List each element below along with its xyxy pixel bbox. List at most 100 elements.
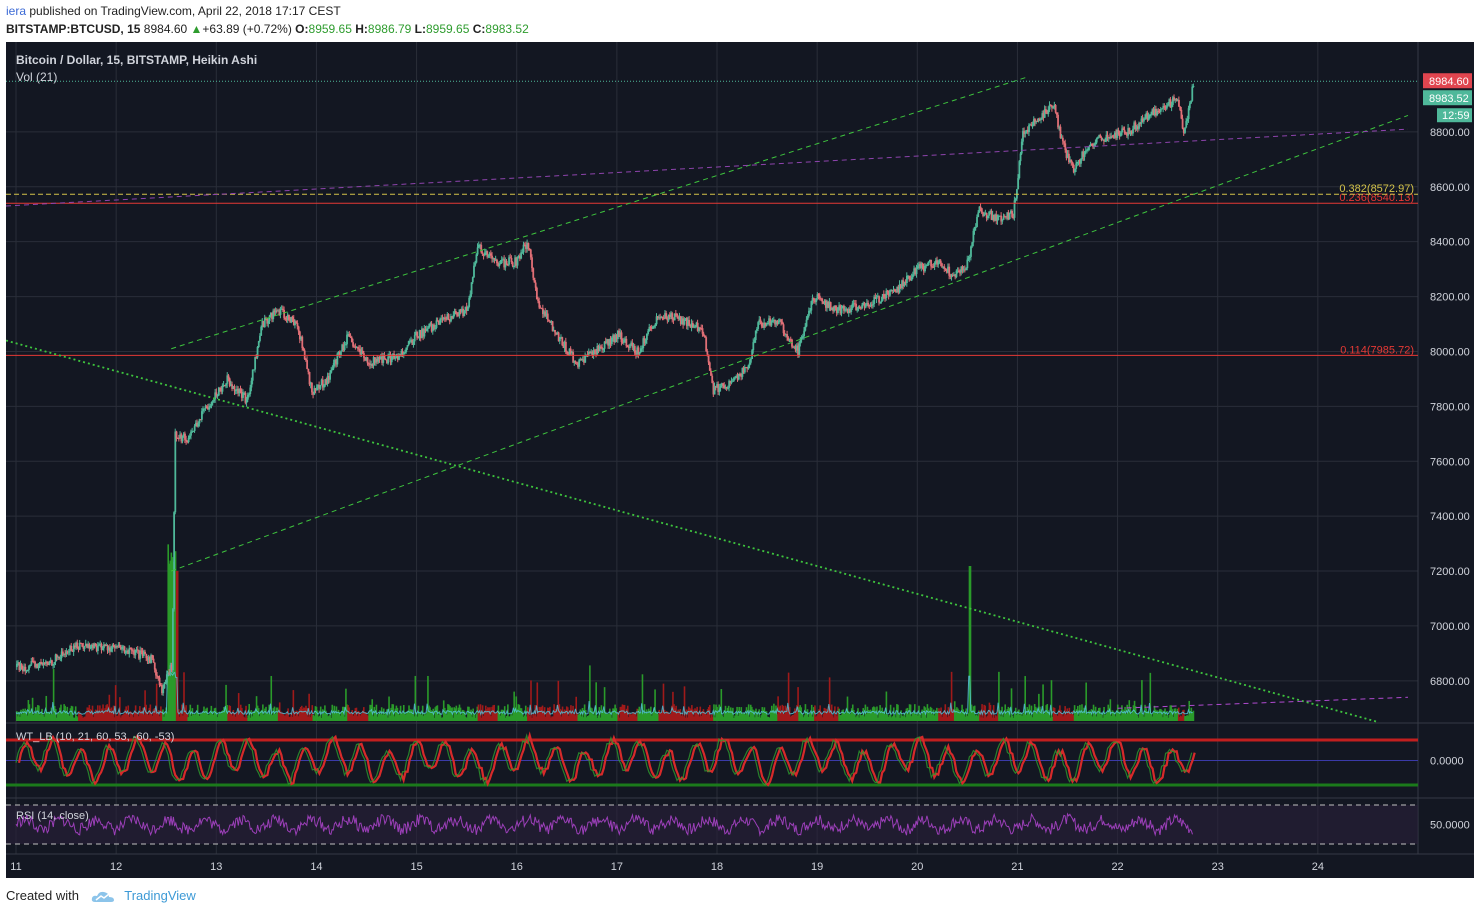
candle-down [41,663,44,665]
volume-bar-down [826,712,829,721]
candle-up [1104,140,1107,142]
volume-bar-down [110,707,113,721]
volume-bar-down [820,711,823,721]
price-chart[interactable]: 0.236(8540.13)0.382(8572.97)0.114(7985.7… [6,42,1474,878]
volume-bar-up [1091,716,1094,721]
candle-up [52,664,55,666]
candle-down [615,335,618,340]
volume-bar-up [1137,717,1140,721]
volume-bar-up [276,707,279,721]
volume-bar-up [767,716,770,721]
candle-down [1011,210,1013,217]
volume-bar-up [1106,711,1109,721]
volume-bar-up [884,714,887,721]
candle-up [429,323,432,325]
candle-down [583,359,585,363]
candle-up [684,317,687,320]
volume-bar-up [595,682,597,721]
volume-bar-up [806,709,809,721]
volume-bar-down [360,713,363,721]
candle-up [142,651,145,656]
volume-bar-down [363,707,365,721]
volume-bar-up [1012,717,1015,721]
candle-up [468,297,471,307]
candle-down [120,647,122,650]
volume-bar-down [674,708,676,721]
candle-up [210,402,213,406]
volume-bar-up [760,715,763,721]
candle-up [516,257,519,266]
candle-up [428,324,431,328]
candle-up [571,352,573,354]
candle-up [804,326,807,331]
candle-up [1087,146,1090,151]
volume-bar-up [25,710,28,721]
volume-bar-down [293,710,296,721]
candle-up [831,307,833,310]
volume-bar-up [1160,708,1162,721]
volume-bar-up [1150,713,1153,721]
candle-down [22,668,24,672]
candle-down [130,648,133,651]
candle-up [1037,118,1040,122]
candle-down [156,675,159,677]
candle-down [1072,164,1075,173]
candle-down [284,317,287,320]
candle-down [352,342,354,347]
y-tick-label: 8400.00 [1430,237,1470,249]
volume-bar-up [1035,708,1038,721]
candle-up [1086,150,1088,152]
volume-bar-down [574,715,576,721]
volume-bar-up [1109,699,1112,721]
volume-bar-down [359,715,362,721]
volume-bar-up [461,709,464,721]
candle-up [179,434,182,439]
candle-up [250,380,253,388]
volume-bar-up [409,709,411,721]
volume-bar-up [41,708,43,721]
candle-up [619,332,622,337]
volume-bar-up [515,696,518,721]
candle-up [464,306,467,311]
candle-down [1000,215,1003,222]
x-tick-label: 12 [110,861,122,873]
volume-bar-down [121,715,123,721]
author-link[interactable]: iera [6,4,27,18]
candle-up [42,662,45,665]
volume-bar-up [1011,715,1014,721]
volume-bar-down [704,713,707,721]
candle-up [639,348,642,353]
candle-down [422,328,425,337]
volume-bar-down [785,707,788,721]
candle-up [1022,131,1024,142]
volume-bar-up [923,706,926,721]
volume-bar-up [472,708,474,721]
volume-bar-down [539,707,542,721]
volume-bar-up [1129,707,1132,721]
volume-bar-down [347,704,349,721]
candle-up [777,321,780,325]
candle-up [502,259,504,261]
volume-bar-up [1033,704,1036,721]
volume-bar-down [635,716,637,721]
tradingview-link[interactable]: TradingView [124,888,196,903]
candle-up [213,399,215,402]
candle-down [118,644,121,648]
volume-bar-up [346,704,348,721]
volume-bar-up [851,704,854,721]
volume-bar-down [694,708,696,721]
candle-up [387,356,390,364]
candle-down [456,312,458,316]
candle-down [1039,118,1041,120]
candle-up [29,664,32,667]
volume-bar-down [1070,713,1073,721]
chart-panel[interactable]: 0.236(8540.13) 0.382(8572.97) 0.114(7985.7… [6,42,1474,878]
volume-bar-down [707,706,710,721]
candle-down [528,248,531,250]
candle-up [63,653,65,655]
candle-down [895,291,897,293]
volume-bar-up [313,716,316,721]
candle-down [944,268,947,270]
candle-up [771,320,774,322]
candle-up [629,344,631,348]
